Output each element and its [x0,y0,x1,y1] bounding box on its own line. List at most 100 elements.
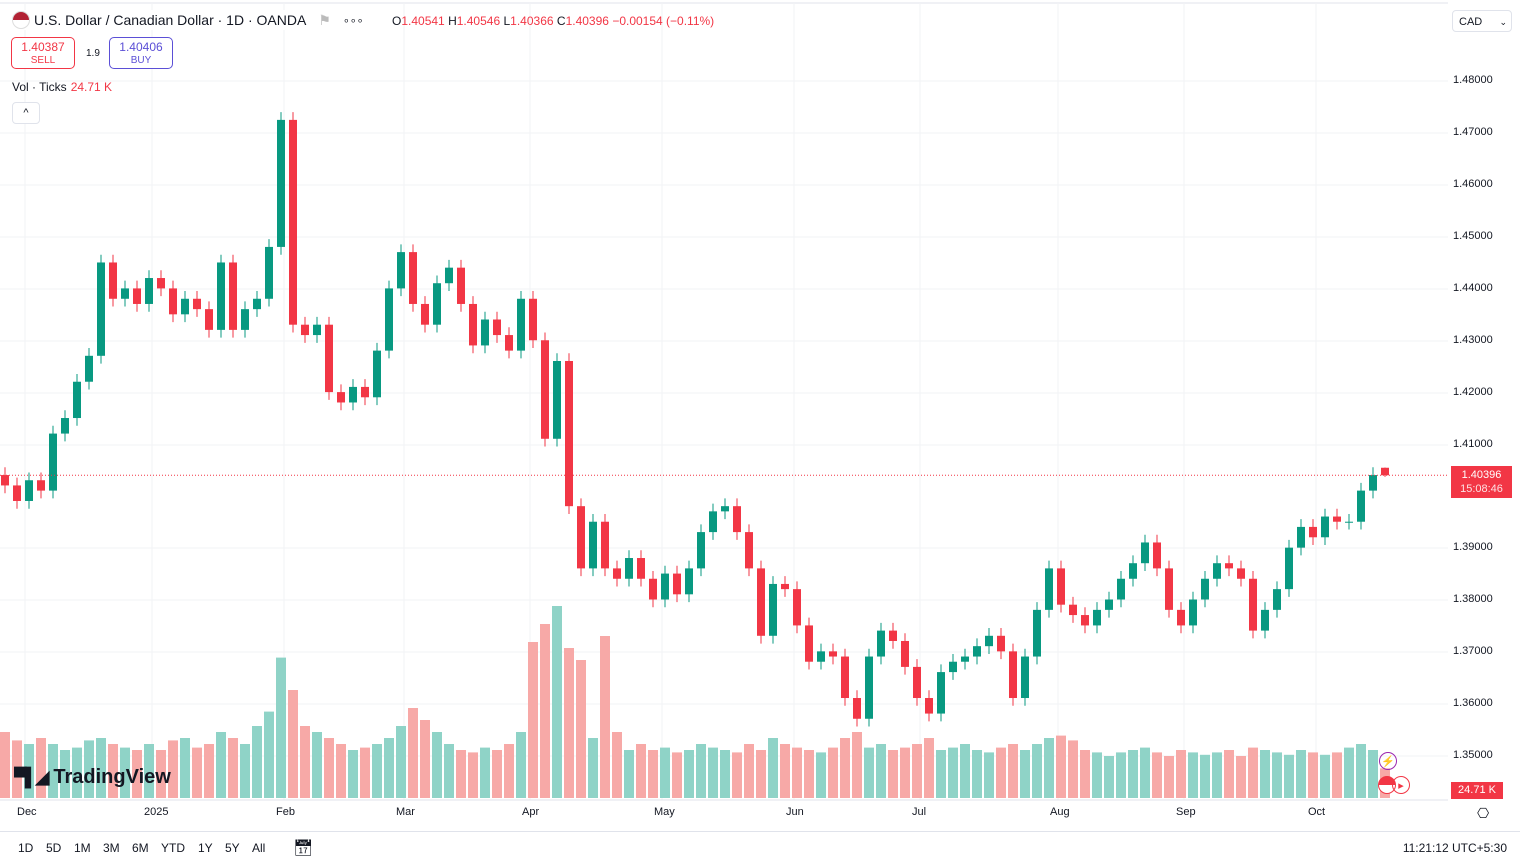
candle-body [25,480,33,501]
volume-bar [912,744,922,798]
price-tick: 1.35000 [1453,749,1493,761]
buy-button[interactable]: 1.40406 BUY [109,37,173,69]
volume-bar [972,750,982,798]
clock[interactable]: 11:21:12 UTC+5:30 [1402,841,1507,855]
volume-bar [1368,750,1378,798]
candle-body [385,288,393,351]
volume-bar [204,744,214,798]
timeframe-6m[interactable]: 6M [132,841,149,855]
candle-body [1129,563,1137,579]
volume-bar [108,744,118,798]
volume-bar [1284,754,1294,798]
candle-body [1261,609,1269,631]
price-tick: 1.43000 [1453,334,1493,346]
timeframe-1d[interactable]: 1D [18,841,34,855]
symbol-legend[interactable]: U.S. Dollar / Canadian Dollar · 1D · OAN… [8,10,368,30]
usd-cad-flag-icon [12,11,30,29]
candle-body [1081,615,1089,626]
candle-body [1321,516,1329,538]
price-chart[interactable] [0,0,1448,830]
time-tick: Feb [276,806,295,818]
volume-bar [1092,752,1102,798]
symbol-title: U.S. Dollar / Canadian Dollar · 1D · OAN… [34,12,307,28]
flag-marker-icon[interactable]: ⚑ [318,11,331,28]
volume-bar [360,747,370,798]
calendar-icon[interactable]: 📅︎ [293,840,314,857]
volume-bar [372,744,382,798]
candle-body [481,319,489,346]
candle-body [457,267,465,304]
candle-body [109,262,117,299]
last-volume-label: 24.71 K [1451,782,1503,799]
volume-bar [444,744,454,798]
volume-bar [936,750,946,798]
timeframe-1m[interactable]: 1M [74,841,91,855]
timeframe-1y[interactable]: 1Y [198,841,213,855]
settings-icon[interactable]: ⎔ [1477,805,1490,821]
timeframe-5d[interactable]: 5D [46,841,62,855]
event-arrow-icon[interactable]: ▸ [1392,776,1410,794]
volume-bar [1140,747,1150,798]
candle-body [637,558,645,579]
candle-body [97,262,105,356]
volume-bar [1152,752,1162,798]
change: −0.00154 (−0.11%) [612,14,715,28]
candle-body [505,335,513,351]
candle-body [445,267,453,284]
candle-body [1333,516,1341,522]
volume-bar [504,744,514,798]
timeframe-all[interactable]: All [252,841,266,855]
volume-bar [864,747,874,798]
candle-body [409,252,417,304]
timeframe-ytd[interactable]: YTD [161,841,185,855]
volume-bar [1356,744,1366,798]
volume-bar [732,752,742,798]
candle-body [217,262,225,330]
candle-body [1213,563,1221,579]
candle-body [277,119,285,247]
candle-body [661,573,669,600]
time-tick: Aug [1050,806,1070,818]
volume-bar [1116,752,1126,798]
volume-bar [252,726,262,798]
timeframe-3m[interactable]: 3M [103,841,120,855]
volume-bar [900,747,910,798]
bottom-toolbar: 1D 5D 1M 3M 6M YTD 1Y 5Y All 📅︎ 11:21:12 UTC+5:3… [0,831,1520,868]
candle-body [1309,526,1317,538]
volume-bar [12,740,22,798]
more-icon[interactable]: ∘∘∘ [342,14,364,27]
volume-bar [1260,750,1270,798]
volume-bar [816,752,826,798]
volume-bar [420,720,430,798]
candle-body [469,303,477,346]
candle-body [985,635,993,647]
volume-bar [1296,750,1306,798]
candle-body [253,298,261,310]
volume-bar [564,648,574,798]
volume-bar [156,750,166,798]
candle-body [265,246,273,299]
volume-bar [48,744,58,798]
candle-body [1237,568,1245,579]
price-tick: 1.38000 [1453,593,1493,605]
candle-body [1105,599,1113,610]
volume-bar [144,744,154,798]
candle-body [877,630,885,657]
candle-body [361,386,369,398]
timeframe-5y[interactable]: 5Y [225,841,240,855]
time-tick: May [654,806,675,818]
collapse-chevron-up-icon[interactable]: ^ [12,102,40,124]
volume-bar [24,744,34,798]
candle-body [1009,651,1017,699]
sell-button[interactable]: 1.40387 SELL [11,37,75,69]
candle-body [1033,609,1041,657]
volume-bar [588,738,598,798]
candle-body [1273,589,1281,610]
volume-bar [240,744,250,798]
currency-select[interactable]: CAD ⌄ [1452,10,1512,32]
lightning-event-icon[interactable]: ⚡ [1379,752,1397,770]
volume-bar [996,747,1006,798]
candle-body [625,558,633,579]
candle-body [565,360,573,507]
candle-body [841,656,849,699]
